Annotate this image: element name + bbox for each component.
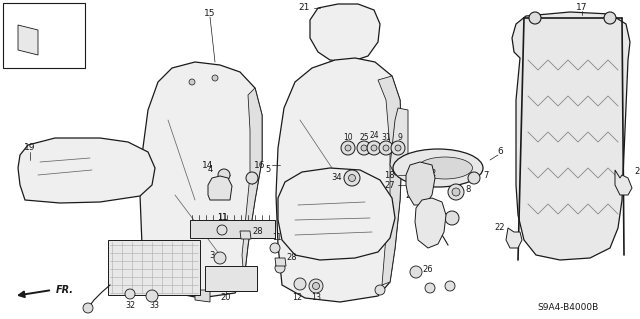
- Circle shape: [529, 12, 541, 24]
- Text: 4: 4: [207, 166, 212, 174]
- Circle shape: [371, 145, 377, 151]
- Text: 33: 33: [149, 301, 159, 310]
- Polygon shape: [310, 4, 380, 62]
- Text: 19: 19: [24, 144, 35, 152]
- Text: 5: 5: [266, 166, 271, 174]
- Polygon shape: [506, 228, 522, 248]
- Text: 14: 14: [202, 160, 214, 169]
- Polygon shape: [378, 76, 402, 285]
- Polygon shape: [276, 58, 402, 302]
- Polygon shape: [390, 108, 408, 175]
- Text: 7: 7: [483, 170, 489, 180]
- Text: 9: 9: [397, 133, 403, 143]
- Text: 24: 24: [369, 130, 379, 139]
- Polygon shape: [18, 138, 155, 203]
- Circle shape: [125, 289, 135, 299]
- Text: FR.: FR.: [56, 285, 74, 295]
- Circle shape: [425, 283, 435, 293]
- Text: 34: 34: [332, 174, 342, 182]
- Bar: [205, 266, 257, 291]
- Circle shape: [312, 283, 319, 290]
- Circle shape: [410, 266, 422, 278]
- Text: 27: 27: [385, 181, 395, 189]
- Circle shape: [189, 79, 195, 85]
- Circle shape: [341, 141, 355, 155]
- Polygon shape: [242, 88, 262, 280]
- Text: 1: 1: [24, 8, 29, 17]
- Polygon shape: [406, 162, 435, 205]
- Circle shape: [468, 172, 480, 184]
- Polygon shape: [195, 290, 210, 302]
- Polygon shape: [240, 231, 251, 239]
- Circle shape: [214, 252, 226, 264]
- Circle shape: [445, 281, 455, 291]
- Text: 8: 8: [465, 186, 470, 195]
- Polygon shape: [278, 168, 395, 260]
- Bar: [190, 220, 275, 238]
- Text: 23: 23: [405, 190, 416, 199]
- Circle shape: [217, 225, 227, 235]
- Circle shape: [349, 174, 355, 182]
- Circle shape: [345, 145, 351, 151]
- Polygon shape: [18, 25, 38, 55]
- Text: 29: 29: [635, 167, 640, 176]
- Bar: [3, 3, 85, 68]
- Text: 11: 11: [217, 213, 227, 222]
- Polygon shape: [415, 198, 446, 248]
- Circle shape: [448, 184, 464, 200]
- Circle shape: [391, 141, 405, 155]
- Circle shape: [361, 145, 367, 151]
- Text: 31: 31: [381, 133, 391, 143]
- Circle shape: [379, 141, 393, 155]
- Circle shape: [212, 75, 218, 81]
- Circle shape: [445, 211, 459, 225]
- Circle shape: [395, 145, 401, 151]
- Polygon shape: [140, 62, 262, 298]
- Circle shape: [344, 170, 360, 186]
- Text: 25: 25: [359, 133, 369, 143]
- Text: 32: 32: [125, 301, 135, 310]
- Circle shape: [309, 279, 323, 293]
- Text: 16: 16: [254, 160, 266, 169]
- Text: 21: 21: [299, 3, 310, 11]
- Polygon shape: [208, 176, 232, 200]
- Circle shape: [83, 303, 93, 313]
- Circle shape: [357, 141, 371, 155]
- Bar: [108, 240, 200, 295]
- Ellipse shape: [417, 157, 472, 179]
- Text: 13: 13: [311, 293, 321, 302]
- Circle shape: [375, 285, 385, 295]
- Text: 20: 20: [221, 293, 231, 302]
- Text: 11: 11: [217, 213, 227, 222]
- Circle shape: [452, 188, 460, 196]
- Polygon shape: [512, 12, 630, 260]
- Circle shape: [275, 263, 285, 273]
- Polygon shape: [615, 170, 632, 195]
- Ellipse shape: [393, 149, 483, 187]
- Text: 2: 2: [430, 168, 436, 177]
- Circle shape: [604, 12, 616, 24]
- Text: 12: 12: [292, 293, 302, 302]
- Text: 10: 10: [343, 133, 353, 143]
- Circle shape: [246, 172, 258, 184]
- Text: 17: 17: [576, 4, 588, 12]
- Circle shape: [367, 141, 381, 155]
- Text: 22: 22: [495, 224, 505, 233]
- Circle shape: [146, 290, 158, 302]
- Polygon shape: [275, 258, 286, 266]
- Circle shape: [270, 243, 280, 253]
- Text: 26: 26: [422, 265, 433, 275]
- Circle shape: [294, 278, 306, 290]
- Circle shape: [383, 145, 389, 151]
- Text: 15: 15: [204, 10, 216, 19]
- Text: 30: 30: [435, 211, 445, 219]
- Text: 6: 6: [497, 147, 503, 157]
- Text: 18: 18: [385, 170, 395, 180]
- Text: 3: 3: [209, 250, 214, 259]
- Text: 28: 28: [287, 254, 298, 263]
- Text: S9A4-B4000B: S9A4-B4000B: [538, 303, 598, 313]
- Text: 28: 28: [253, 227, 263, 236]
- Circle shape: [218, 169, 230, 181]
- Text: 11: 11: [272, 233, 282, 241]
